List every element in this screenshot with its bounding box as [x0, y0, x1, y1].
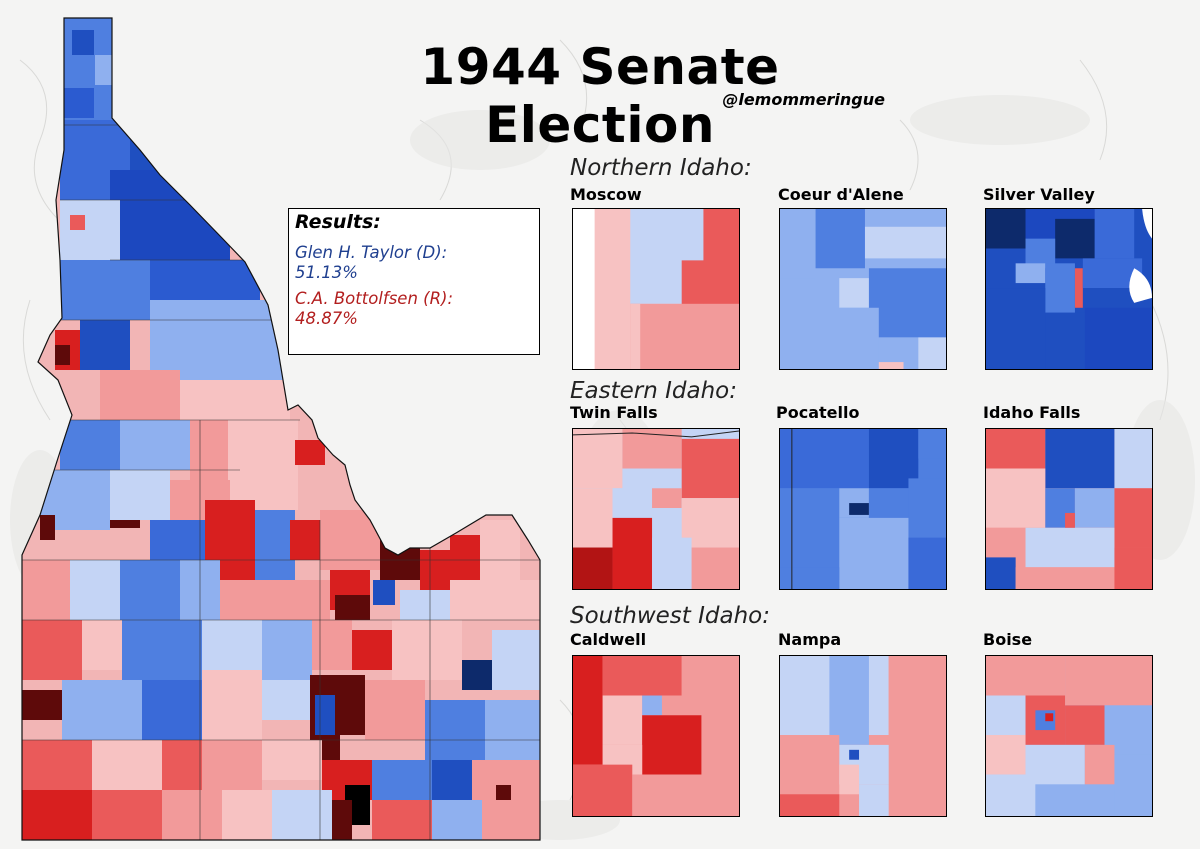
democrat-result: Glen H. Taylor (D): 51.13%: [295, 243, 533, 283]
region-title-northern: Northern Idaho:: [570, 155, 752, 181]
inset-label-moscow: Moscow: [570, 185, 642, 204]
inset-map-coeur-dalene: [779, 208, 947, 370]
republican-name: C.A. Bottolfsen (R):: [295, 289, 454, 308]
inset-map-silver-valley: [985, 208, 1153, 370]
republican-result: C.A. Bottolfsen (R): 48.87%: [295, 289, 533, 329]
inset-label-silver-valley: Silver Valley: [983, 185, 1095, 204]
inset-label-boise: Boise: [983, 630, 1033, 649]
region-title-eastern: Eastern Idaho:: [570, 378, 737, 404]
inset-label-pocatello: Pocatello: [776, 403, 860, 422]
inset-map-boise: [985, 655, 1153, 817]
democrat-pct: 51.13%: [295, 263, 358, 282]
inset-map-twin-falls: [572, 428, 740, 590]
inset-label-nampa: Nampa: [778, 630, 842, 649]
results-heading: Results:: [295, 211, 381, 233]
inset-label-idaho-falls: Idaho Falls: [983, 403, 1081, 422]
inset-map-nampa: [779, 655, 947, 817]
inset-map-caldwell: [572, 655, 740, 817]
inset-map-moscow: [572, 208, 740, 370]
democrat-name: Glen H. Taylor (D):: [295, 243, 448, 262]
republican-pct: 48.87%: [295, 309, 358, 328]
results-box: Results: Glen H. Taylor (D): 51.13% C.A.…: [288, 208, 540, 355]
region-title-southwest: Southwest Idaho:: [570, 603, 770, 629]
inset-map-idaho-falls: [985, 428, 1153, 590]
inset-label-twin-falls: Twin Falls: [570, 403, 658, 422]
author-handle: @lemommeringue: [722, 90, 885, 109]
inset-label-coeur-dalene: Coeur d'Alene: [778, 185, 904, 204]
page-title: 1944 Senate Election: [420, 38, 780, 154]
inset-map-pocatello: [779, 428, 947, 590]
idaho-statewide-map: [21, 17, 541, 841]
inset-label-caldwell: Caldwell: [570, 630, 647, 649]
